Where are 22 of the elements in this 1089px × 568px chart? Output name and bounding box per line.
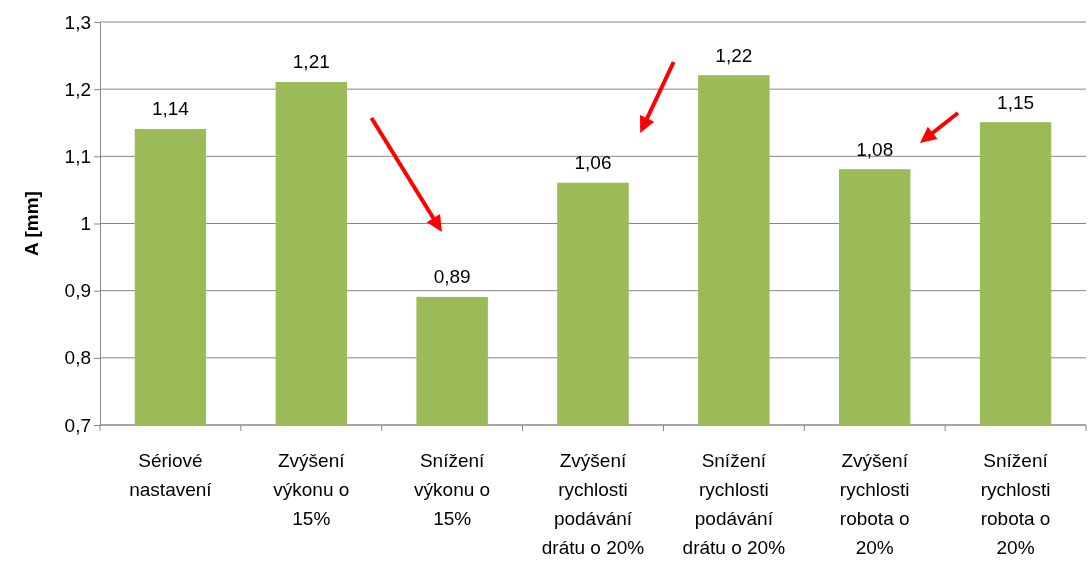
data-label: 0,89 bbox=[433, 266, 471, 288]
y-axis-title: A [mm] bbox=[21, 191, 42, 256]
y-tick-label: 1,2 bbox=[64, 78, 91, 100]
y-tick-label: 1 bbox=[80, 213, 91, 235]
data-label: 1,06 bbox=[574, 152, 612, 174]
data-label: 1,14 bbox=[151, 98, 190, 120]
x-tick-label: Sériové nastavení bbox=[129, 450, 213, 500]
y-tick-label: 1,1 bbox=[64, 145, 91, 167]
x-tick-label: Snížení výkonu o 15% bbox=[414, 450, 491, 529]
data-label: 1,08 bbox=[856, 138, 894, 160]
x-tick-label: Snížení rychlosti robota o 20% bbox=[980, 450, 1051, 558]
y-tick-label: 0,7 bbox=[64, 414, 91, 436]
y-tick-label: 1,3 bbox=[64, 11, 91, 33]
y-tick-label: 0,8 bbox=[64, 347, 91, 369]
x-tick-label: Snížení rychlosti podávání drátu o 20% bbox=[682, 450, 786, 558]
x-tick-label: Zvýšení rychlosti robota o 20% bbox=[839, 450, 910, 558]
data-label: 1,15 bbox=[997, 91, 1035, 113]
data-label: 1,22 bbox=[715, 44, 753, 66]
data-label: 1,21 bbox=[292, 51, 330, 73]
y-tick-label: 0,9 bbox=[64, 280, 91, 302]
x-tick-label: Zvýšení výkonu o 15% bbox=[273, 450, 350, 529]
x-tick-label: Zvýšení rychlosti podávání drátu o 20% bbox=[541, 450, 645, 558]
